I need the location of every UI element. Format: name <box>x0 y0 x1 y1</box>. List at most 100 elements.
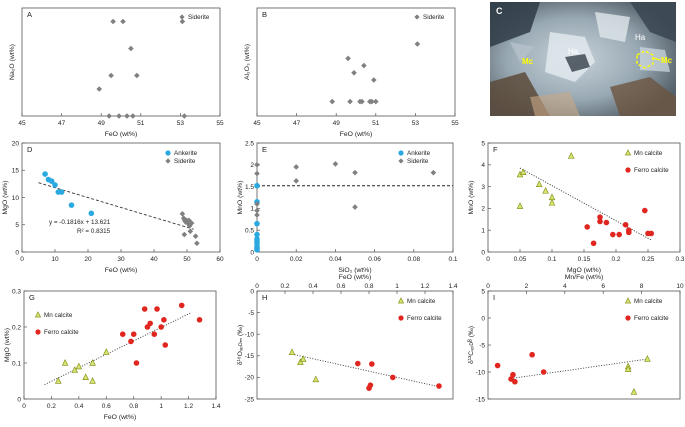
chart-f-mn-calcite-point <box>519 168 527 176</box>
chart-f-xtick-label: 0.1 <box>547 256 556 263</box>
chart-g-xtick-label: 1 <box>159 403 163 410</box>
chart-d-legend-siderite-marker <box>165 158 171 164</box>
chart-g-mn-calcite-point <box>103 348 110 355</box>
chart-h-xtick-label: 0.6 <box>336 283 345 290</box>
chart-h-ytick-label: -10 <box>245 332 255 339</box>
chart-i-ferro-calcite-point <box>510 371 516 378</box>
chart-g-ferro-calcite-point <box>130 331 137 338</box>
chart-d-xtick-label: 30 <box>117 256 125 263</box>
chart-d-siderite-point <box>180 215 187 222</box>
chart-d-ankerite-point <box>68 202 75 208</box>
photo-grain <box>565 54 590 72</box>
chart-a-siderite-point <box>96 86 103 92</box>
chart-g-ferro-calcite-point <box>178 302 185 309</box>
chart-d-ylabel: MgO (wt%) <box>2 181 9 215</box>
chart-e-ankerite-point <box>254 231 260 238</box>
chart-d-siderite-point <box>187 228 194 235</box>
chart-f-ferro-calcite-point <box>616 231 622 238</box>
chart-h-legend-ferro-calcite-label: Ferro calcite <box>407 315 442 322</box>
chart-g-ferro-calcite-point <box>133 360 140 366</box>
chart-g-mn-calcite-point <box>89 377 96 384</box>
chart-g-ferro-calcite-point <box>128 338 134 345</box>
chart-g-ferro-calcite-point <box>141 306 148 312</box>
chart-g-xtick-label: 0.4 <box>74 403 83 410</box>
chart-f-mn-calcite-point <box>548 193 556 201</box>
photo-grain <box>640 47 670 72</box>
chart-g-xtick-label: 0.8 <box>129 403 138 410</box>
photo-grain <box>630 2 676 42</box>
chart-f-xtick-label: 0.3 <box>675 256 684 263</box>
chart-e-frame <box>256 142 454 253</box>
chart-i-xtick-label: 2 <box>525 283 529 290</box>
chart-g-legend-mn-calcite-marker <box>34 311 42 318</box>
chart-h-xtick-label: 0.4 <box>308 283 317 290</box>
chart-a-xtick-label: 49 <box>98 120 106 127</box>
chart-i-panel-letter: I <box>493 293 495 302</box>
chart-g-xtick-label: 0.6 <box>102 403 111 410</box>
chart-e-legend-ankerite-marker <box>398 150 404 156</box>
chart-b-frame <box>256 7 456 117</box>
chart-d-siderite-point <box>188 220 195 226</box>
chart-e-siderite-point <box>430 169 437 176</box>
chart-i-legend-ferro-calcite-label: Ferro calcite <box>634 315 669 322</box>
chart-i-ferro-calcite-point <box>494 362 501 369</box>
chart-f-xtick-label: 0.25 <box>642 256 655 263</box>
chart-g-ferro-calcite-point <box>162 342 169 348</box>
chart-d-xtick-label: 20 <box>84 256 92 263</box>
chart-a-xtick-label: 55 <box>216 120 224 127</box>
chart-f-ytick-label: 0 <box>481 249 485 256</box>
chart-e-xtick-label: 0.06 <box>368 256 381 263</box>
chart-f-ylabel: MnO (wt%) <box>468 181 475 215</box>
chart-b-siderite-point <box>359 98 365 105</box>
chart-i-xtick-label: 0 <box>486 283 490 290</box>
chart-i-mn-calcite-point <box>630 388 638 395</box>
chart-i-mn-calcite-point <box>624 365 632 372</box>
chart-e-ytick-label: 1.5 <box>245 184 254 191</box>
chart-h-xtick-label: 1.4 <box>448 283 457 290</box>
chart-d-xtick-label: 40 <box>150 256 158 263</box>
chart-d-ytick-label: 15 <box>12 168 20 175</box>
chart-a-xlabel: FeO (wt%) <box>105 131 137 138</box>
chart-e-legend-siderite-marker <box>398 158 404 164</box>
chart-f-xtick-label: 0 <box>486 256 490 263</box>
chart-i-xtick-label: 6 <box>601 283 605 290</box>
chart-h-legend-ferro-calcite-marker <box>398 315 404 321</box>
chart-h-xlabel: FeO (wt%) <box>339 274 371 281</box>
chart-f-ferro-calcite-point <box>622 221 629 228</box>
chart-f-xtick-label: 0.15 <box>578 256 591 263</box>
chart-f-legend-ferro-calcite-label: Ferro calcite <box>634 167 669 174</box>
chart-f-mn-calcite-point <box>567 152 575 159</box>
chart-a-siderite-point <box>181 113 188 119</box>
chart-d-legend-ankerite-marker <box>165 150 171 156</box>
chart-g-ferro-calcite-point <box>151 331 158 338</box>
chart-b-siderite-point <box>373 98 379 105</box>
chart-d-xlabel: FeO (wt%) <box>105 267 137 274</box>
chart-f-mn-calcite-point <box>542 186 549 194</box>
chart-f-ferro-calcite-point <box>648 230 654 237</box>
chart-a-siderite-point <box>128 45 134 52</box>
chart-g-frame <box>23 290 217 400</box>
chart-g-ferro-calcite-point <box>158 324 164 330</box>
chart-a-siderite-point <box>108 72 114 79</box>
chart-i-ytick-label: -5 <box>479 342 485 349</box>
chart-g-mn-calcite-point <box>61 359 69 366</box>
chart-f-ferro-calcite-point <box>610 231 616 238</box>
chart-g-mn-calcite-point <box>75 362 83 370</box>
chart-i-ferro-calcite-point <box>540 369 547 375</box>
chart-f-panel-letter: F <box>493 145 498 154</box>
photo-label-mc-left: Mc <box>522 57 534 66</box>
chart-i-ytick-label: 0 <box>481 315 485 322</box>
chart-b-panel-letter: B <box>262 10 267 19</box>
chart-a-siderite-point <box>106 113 112 119</box>
chart-f-legend-ferro-calcite-marker <box>625 167 631 173</box>
chart-g-mn-calcite-point <box>89 359 96 366</box>
chart-g-xtick-label: 1.4 <box>211 403 220 410</box>
chart-h-mn-calcite-point <box>312 375 320 383</box>
chart-b-xtick-label: 55 <box>451 120 459 127</box>
chart-h-xtick-label: 1 <box>395 283 399 290</box>
chart-f-ytick-label: 2 <box>481 206 485 213</box>
photo-label-mc-right: Mc <box>661 56 673 65</box>
chart-h-ferro-calcite-point <box>369 361 375 367</box>
chart-h-xtick-label: 1.2 <box>420 283 429 290</box>
chart-d-trendline <box>38 182 194 230</box>
